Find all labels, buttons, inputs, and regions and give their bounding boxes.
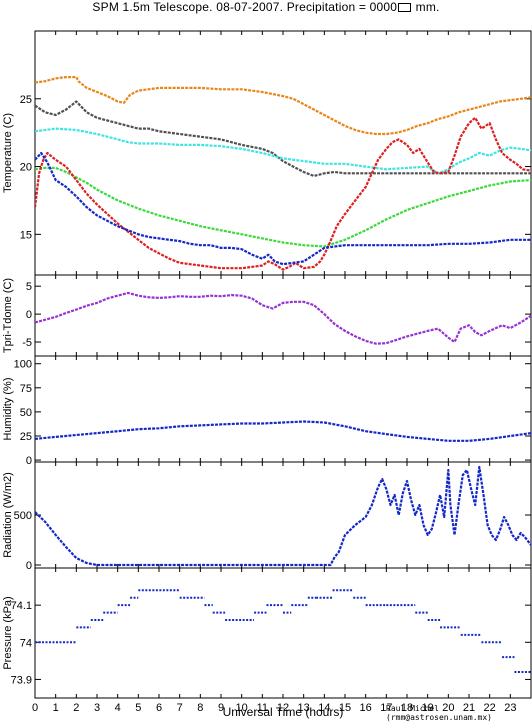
y-tick-label: 74.1 — [11, 600, 32, 612]
panel-frame — [34, 355, 532, 463]
series-line-orange — [35, 76, 531, 136]
x-tick-label: 17 — [380, 702, 392, 714]
y-tick-label: -5 — [22, 337, 32, 349]
x-tick-label: 10 — [236, 702, 248, 714]
y-tick-label: 15 — [20, 229, 32, 241]
y-axis-label: Humidity (%) — [2, 378, 14, 441]
y-tick-label: 5 — [26, 281, 32, 293]
x-tick-label: 1 — [53, 702, 59, 714]
x-axis-label: Universal Time (hours) — [223, 705, 344, 719]
x-tick-label: 8 — [197, 702, 203, 714]
x-tick-label: 11 — [257, 702, 268, 714]
y-tick-label: 0 — [26, 309, 32, 321]
series-line-red — [35, 116, 531, 271]
y-tick-label: 25 — [20, 94, 32, 106]
credit-text: Raul Michel (rmm@astrosen.unam.mx) — [386, 704, 492, 722]
x-tick-label: 12 — [277, 702, 289, 714]
x-tick-label: 20 — [442, 702, 454, 714]
x-tick-label: 18 — [401, 702, 413, 714]
series-line-blue — [35, 465, 531, 567]
x-tick-label: 16 — [360, 702, 372, 714]
y-axis-label: Radiation (W/m2) — [2, 472, 14, 558]
y-tick-label: 75 — [20, 383, 32, 395]
x-tick-label: 0 — [32, 702, 38, 714]
y-tick-label: 20 — [20, 162, 32, 174]
x-tick-label: 22 — [484, 702, 496, 714]
y-tick-label: 0 — [26, 455, 32, 467]
chart-title: SPM 1.5m Telescope. 08-07-2007. Precipit… — [0, 0, 532, 14]
title-glyph-boxes — [398, 3, 412, 13]
x-tick-label: 4 — [115, 702, 121, 714]
x-tick-label: 15 — [339, 702, 351, 714]
y-axis-label: Tpri-Tdome (C) — [2, 278, 14, 353]
series-line-blue — [35, 420, 531, 442]
x-tick-label: 6 — [156, 702, 162, 714]
x-tick-label: 5 — [135, 702, 141, 714]
y-tick-label: 0 — [26, 560, 32, 572]
series-line-blue — [35, 151, 531, 266]
x-tick-label: 3 — [94, 702, 100, 714]
chart-title-unit: mm. — [415, 0, 440, 14]
panel-frame — [34, 567, 532, 699]
y-tick-label: 500 — [14, 510, 32, 522]
panel-frame — [34, 30, 532, 276]
x-tick-label: 2 — [73, 702, 79, 714]
y-axis-label: Pressure (kPa) — [2, 596, 14, 669]
series-line-cyan — [35, 127, 531, 175]
x-tick-label: 7 — [177, 702, 183, 714]
y-tick-label: 100 — [14, 359, 32, 371]
y-tick-label: 50 — [20, 407, 32, 419]
y-tick-label: 74 — [20, 637, 32, 649]
series-line-purple — [35, 291, 531, 345]
x-tick-label: 14 — [318, 702, 330, 714]
panel-frame — [34, 274, 532, 357]
x-tick-label: 19 — [422, 702, 434, 714]
x-tick-label: 21 — [463, 702, 475, 714]
x-tick-label: 9 — [218, 702, 224, 714]
y-tick-label: 25 — [20, 431, 32, 443]
x-tick-label: 13 — [298, 702, 310, 714]
chart-title-text: SPM 1.5m Telescope. 08-07-2007. Precipit… — [92, 0, 398, 14]
y-tick-label: 73.9 — [11, 674, 32, 686]
y-axis-label: Temperature (C) — [2, 113, 14, 193]
x-tick-label: 23 — [504, 702, 516, 714]
series-line-green — [35, 166, 531, 248]
